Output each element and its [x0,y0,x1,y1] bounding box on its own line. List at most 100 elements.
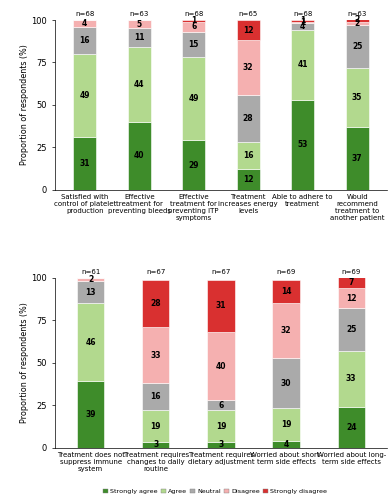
Bar [128,47,151,122]
Bar [337,276,365,288]
Text: n=69: n=69 [276,270,296,276]
Bar [346,22,369,25]
Text: 40: 40 [216,362,226,370]
Text: 12: 12 [243,26,253,35]
Text: 29: 29 [188,160,199,170]
Text: 25: 25 [346,325,357,334]
Bar [337,288,365,308]
Bar [273,440,300,448]
Text: 5: 5 [136,20,142,28]
Text: 19: 19 [281,420,291,429]
Text: 1: 1 [300,18,305,27]
Text: 16: 16 [151,392,161,401]
Text: n=61: n=61 [81,270,100,276]
Bar [142,383,169,410]
Bar [73,54,96,137]
Bar [237,40,260,94]
Bar [346,18,369,22]
Text: 1: 1 [191,16,196,26]
Text: 12: 12 [346,294,357,302]
Text: 39: 39 [85,410,96,419]
Bar [73,27,96,54]
Bar [291,24,314,30]
Text: 41: 41 [298,60,308,70]
Bar [346,25,369,68]
Text: 1: 1 [300,16,305,26]
Bar [291,100,314,190]
Bar [73,137,96,190]
Bar [346,68,369,127]
Text: 46: 46 [85,338,96,347]
Text: 11: 11 [134,34,144,42]
Text: 3: 3 [218,440,224,450]
Bar [142,410,169,442]
Bar [142,327,169,383]
Text: n=63: n=63 [129,12,149,18]
Text: 35: 35 [352,92,362,102]
Bar [237,142,260,170]
Text: 12: 12 [243,175,253,184]
Text: 28: 28 [151,299,161,308]
Bar [182,58,205,140]
Bar [77,282,104,304]
Text: n=63: n=63 [348,12,367,18]
Text: 28: 28 [243,114,253,123]
Bar [291,30,314,100]
Bar [291,20,314,21]
Text: 6: 6 [218,400,224,409]
Text: 2: 2 [355,19,360,28]
Text: 16: 16 [243,151,253,160]
Text: 15: 15 [188,40,199,49]
Text: 4: 4 [300,22,305,32]
Bar [346,127,369,190]
Bar [207,332,235,400]
Text: 14: 14 [281,287,291,296]
Text: 32: 32 [243,63,253,72]
Text: 33: 33 [151,350,161,360]
Text: 31: 31 [79,159,90,168]
Bar [128,28,151,47]
Text: n=68: n=68 [184,12,203,18]
Text: 49: 49 [79,91,90,100]
Bar [273,358,300,408]
Text: 31: 31 [216,302,226,310]
Text: 30: 30 [281,378,291,388]
Text: 40: 40 [134,151,144,160]
Text: n=68: n=68 [75,12,94,18]
Text: n=67: n=67 [146,270,165,276]
Text: 3: 3 [153,440,158,450]
Bar [273,280,300,303]
Text: 2: 2 [355,16,360,24]
Text: 16: 16 [79,36,90,45]
Bar [273,304,300,358]
Bar [207,280,235,332]
Text: n=69: n=69 [342,270,361,276]
Bar [207,442,235,448]
Text: 2: 2 [88,275,93,284]
Text: 13: 13 [85,288,96,297]
Text: n=67: n=67 [211,270,231,276]
Bar [77,278,104,281]
Text: 4: 4 [283,440,289,448]
Bar [182,22,205,32]
Bar [337,351,365,407]
Bar [128,122,151,190]
Bar [77,382,104,448]
Text: 6: 6 [191,22,196,32]
Bar [207,410,235,442]
Text: 19: 19 [151,422,161,431]
Text: 32: 32 [281,326,291,335]
Bar [182,32,205,58]
Text: 53: 53 [298,140,308,149]
Text: 4: 4 [82,19,87,28]
Bar [182,140,205,190]
Text: 44: 44 [134,80,144,89]
Y-axis label: Proportion of respondents (%): Proportion of respondents (%) [20,44,29,166]
Y-axis label: Proportion of respondents (%): Proportion of respondents (%) [20,302,29,423]
Bar [273,408,300,440]
Bar [77,304,104,382]
Bar [128,20,151,28]
Text: 37: 37 [352,154,362,163]
Bar [291,22,314,24]
Bar [142,442,169,448]
